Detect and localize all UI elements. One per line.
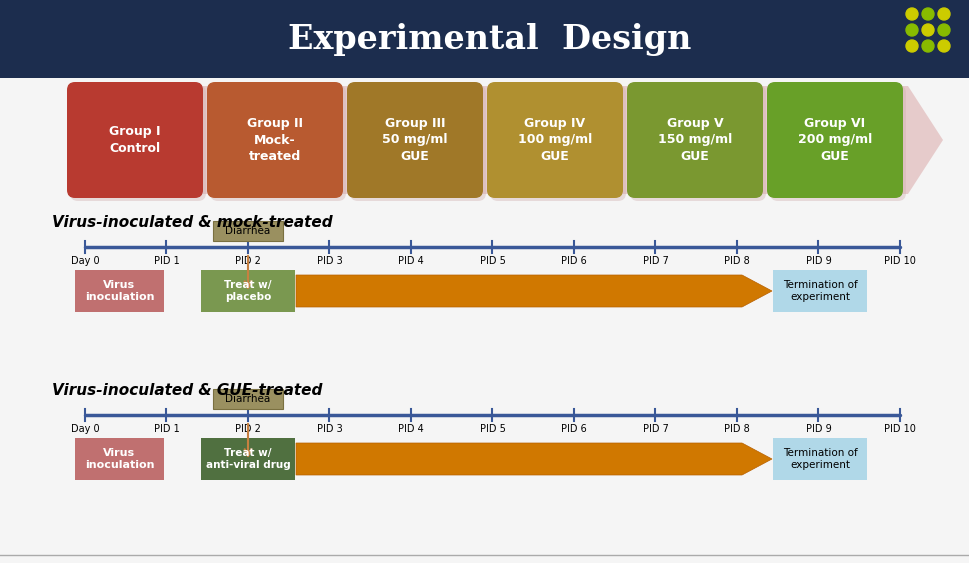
Text: Group V
150 mg/ml
GUE: Group V 150 mg/ml GUE [657, 117, 732, 163]
Text: Group IV
100 mg/ml
GUE: Group IV 100 mg/ml GUE [517, 117, 591, 163]
Text: PID 5: PID 5 [479, 424, 505, 434]
FancyBboxPatch shape [213, 221, 283, 241]
Text: Treat w/
anti-viral drug: Treat w/ anti-viral drug [205, 448, 290, 470]
Text: PID 10: PID 10 [883, 256, 915, 266]
FancyBboxPatch shape [766, 82, 902, 198]
FancyBboxPatch shape [206, 82, 343, 198]
Text: Group III
50 mg/ml
GUE: Group III 50 mg/ml GUE [382, 117, 448, 163]
Text: PID 4: PID 4 [397, 256, 423, 266]
Text: PID 3: PID 3 [316, 424, 342, 434]
FancyBboxPatch shape [70, 85, 205, 201]
Circle shape [922, 24, 933, 36]
Text: Group II
Mock-
treated: Group II Mock- treated [247, 117, 302, 163]
Text: Day 0: Day 0 [71, 424, 99, 434]
Text: PID 2: PID 2 [234, 424, 261, 434]
Text: PID 6: PID 6 [560, 256, 586, 266]
FancyBboxPatch shape [201, 270, 295, 312]
Text: Group I
Control: Group I Control [109, 125, 161, 155]
FancyBboxPatch shape [347, 82, 483, 198]
FancyBboxPatch shape [772, 438, 866, 480]
Text: PID 2: PID 2 [234, 256, 261, 266]
Text: PID 8: PID 8 [724, 256, 749, 266]
FancyBboxPatch shape [769, 85, 905, 201]
Circle shape [905, 40, 917, 52]
Text: PID 5: PID 5 [479, 256, 505, 266]
Text: Diarrhea: Diarrhea [225, 394, 270, 404]
Text: PID 9: PID 9 [805, 256, 830, 266]
Circle shape [905, 24, 917, 36]
Text: Termination of
experiment: Termination of experiment [782, 280, 857, 302]
FancyBboxPatch shape [67, 82, 203, 198]
Polygon shape [296, 443, 771, 475]
FancyBboxPatch shape [350, 85, 485, 201]
Text: PID 1: PID 1 [153, 424, 179, 434]
Text: PID 4: PID 4 [397, 424, 423, 434]
Text: Virus
inoculation: Virus inoculation [84, 448, 154, 470]
FancyBboxPatch shape [626, 82, 763, 198]
Polygon shape [200, 86, 942, 194]
FancyBboxPatch shape [489, 85, 625, 201]
FancyBboxPatch shape [75, 438, 164, 480]
Text: Treat w/
placebo: Treat w/ placebo [224, 280, 271, 302]
Text: Virus
inoculation: Virus inoculation [84, 280, 154, 302]
Text: PID 9: PID 9 [805, 424, 830, 434]
Text: Virus-inoculated & mock-treated: Virus-inoculated & mock-treated [52, 215, 332, 230]
Text: PID 3: PID 3 [316, 256, 342, 266]
Circle shape [937, 8, 949, 20]
Text: PID 10: PID 10 [883, 424, 915, 434]
Text: PID 1: PID 1 [153, 256, 179, 266]
Circle shape [937, 24, 949, 36]
Circle shape [922, 40, 933, 52]
Text: Diarrhea: Diarrhea [225, 226, 270, 236]
Circle shape [937, 40, 949, 52]
FancyBboxPatch shape [486, 82, 622, 198]
FancyBboxPatch shape [0, 0, 969, 78]
Circle shape [905, 8, 917, 20]
FancyBboxPatch shape [629, 85, 766, 201]
Circle shape [922, 8, 933, 20]
FancyBboxPatch shape [201, 438, 295, 480]
Text: Experimental  Design: Experimental Design [288, 23, 691, 56]
Text: Day 0: Day 0 [71, 256, 99, 266]
Text: Virus-inoculated & GUE-treated: Virus-inoculated & GUE-treated [52, 383, 322, 398]
Text: Termination of
experiment: Termination of experiment [782, 448, 857, 470]
Text: Group VI
200 mg/ml
GUE: Group VI 200 mg/ml GUE [797, 117, 871, 163]
FancyBboxPatch shape [209, 85, 346, 201]
FancyBboxPatch shape [213, 389, 283, 409]
Text: PID 6: PID 6 [560, 424, 586, 434]
FancyBboxPatch shape [772, 270, 866, 312]
Text: PID 8: PID 8 [724, 424, 749, 434]
FancyBboxPatch shape [75, 270, 164, 312]
Text: PID 7: PID 7 [641, 424, 668, 434]
Text: PID 7: PID 7 [641, 256, 668, 266]
Polygon shape [296, 275, 771, 307]
